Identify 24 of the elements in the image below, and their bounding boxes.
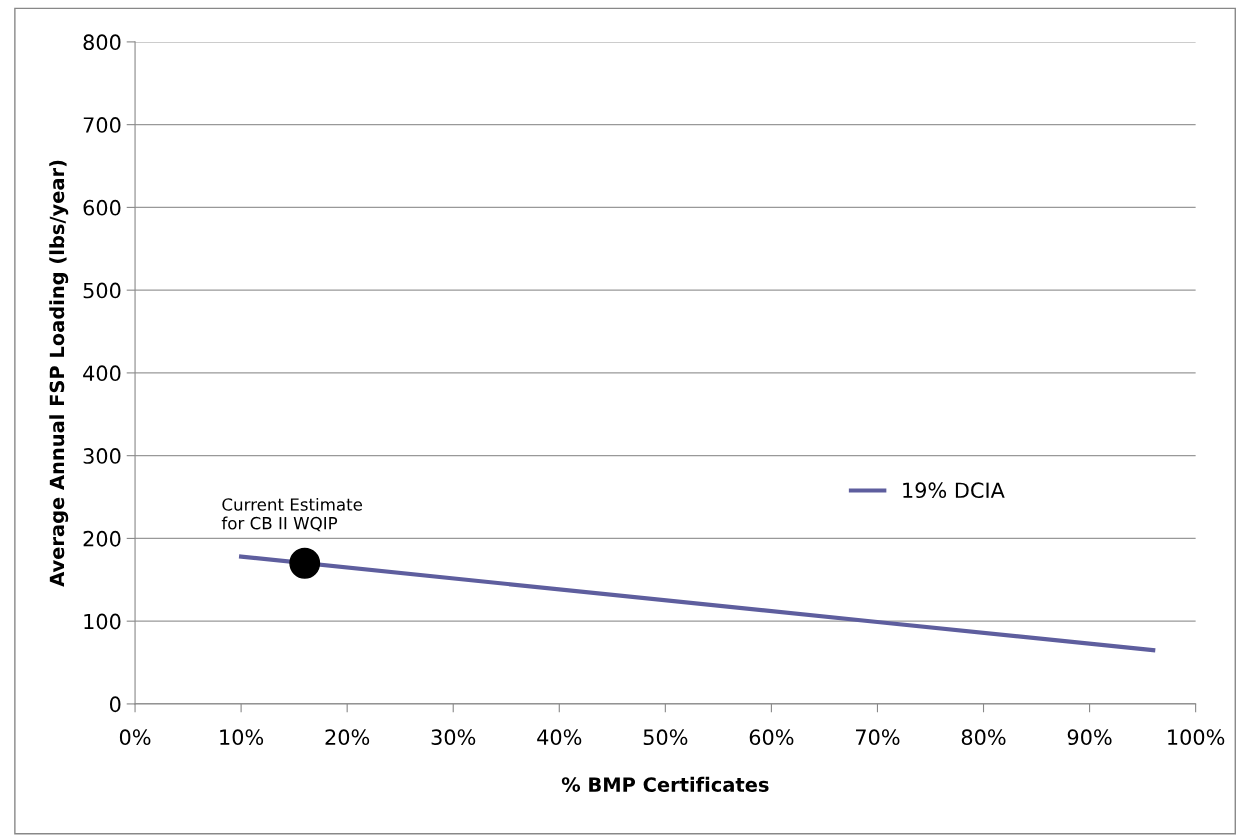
- y-tick-label: 300: [83, 448, 121, 464]
- x-tick-label: 80%: [961, 729, 1006, 746]
- y-tick-label: 100: [84, 613, 121, 630]
- y-axis-title: Average Annual FSP Loading (lbs/year): [49, 160, 69, 587]
- y-tick-label: 200: [83, 530, 121, 547]
- y-tick-label: 400: [83, 365, 121, 382]
- y-tick-label: 500: [83, 282, 121, 299]
- y-tick-label: 700: [83, 117, 121, 133]
- legend-label: 19% DCIA: [903, 482, 1005, 499]
- annotation: Current Estimate for CB II WQIP: [221, 497, 363, 532]
- x-tick-label: 90%: [1067, 729, 1112, 746]
- x-tick-label: 30%: [431, 729, 476, 746]
- y-tick-label: 600: [83, 199, 121, 216]
- y-tick-label: 800: [83, 34, 121, 51]
- x-tick-label: 20%: [325, 729, 370, 746]
- x-tick-label: 0%: [119, 729, 151, 746]
- x-axis-title: % BMP Certificates: [561, 776, 769, 792]
- x-tick-label: 10%: [220, 729, 264, 746]
- y-tick-label: 0: [109, 696, 121, 713]
- x-tick-label: 60%: [749, 729, 794, 746]
- x-tick-label: 100%: [1168, 729, 1225, 746]
- x-tick-label: 50%: [643, 729, 688, 746]
- x-tick-label: 40%: [537, 729, 582, 746]
- x-tick-label: 70%: [856, 729, 900, 746]
